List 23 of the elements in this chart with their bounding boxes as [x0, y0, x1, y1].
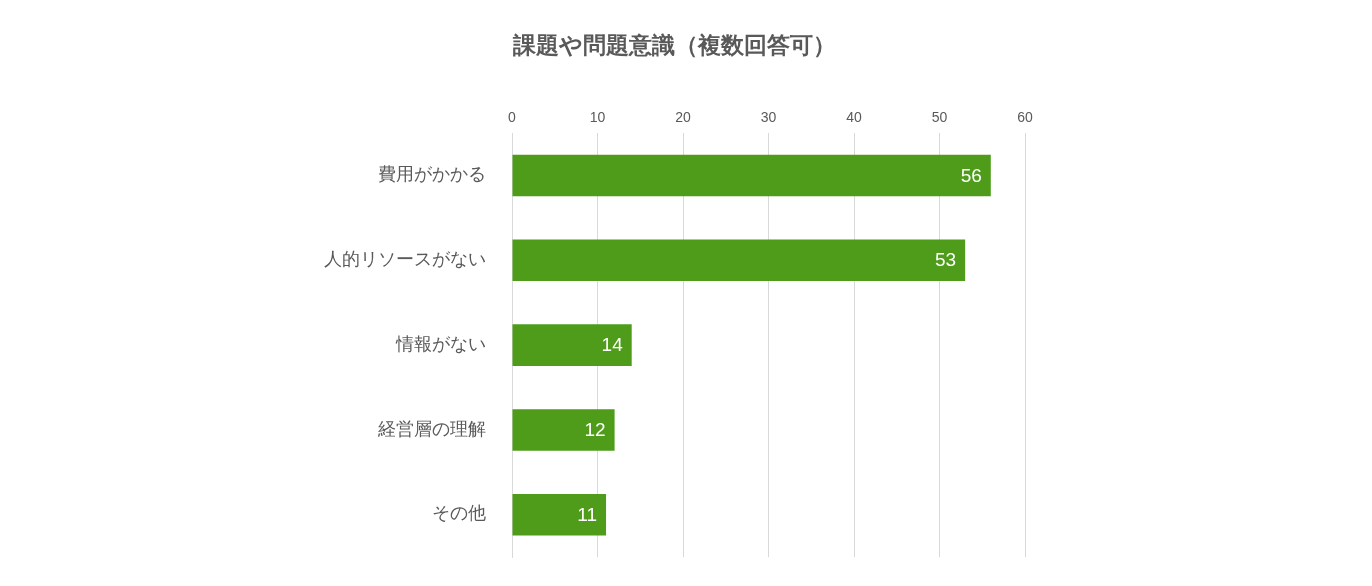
x-tick-label: 10: [589, 109, 606, 126]
bar: [512, 409, 615, 451]
y-tick-label: 人的リソースがない: [324, 247, 486, 269]
bar: [512, 239, 966, 282]
x-tick-label: 0: [508, 109, 517, 126]
x-tick-label: 20: [675, 109, 691, 126]
chart-title: 課題や問題意識（複数回答可）: [512, 32, 836, 58]
data-label: 14: [601, 334, 624, 356]
y-tick-label: 情報がない: [395, 332, 486, 354]
bar: [512, 154, 991, 197]
data-label: 56: [960, 164, 982, 186]
bar: [512, 324, 632, 366]
bar: [512, 493, 607, 536]
data-label: 53: [935, 249, 957, 271]
y-tick-label: 経営層の理解: [377, 417, 486, 439]
data-label: 12: [584, 419, 606, 441]
x-tick-label: 60: [1017, 109, 1033, 126]
data-label: 11: [577, 504, 598, 526]
y-tick-label: 費用がかかる: [378, 163, 486, 185]
x-tick-label: 30: [760, 109, 777, 126]
y-tick-label: その他: [432, 502, 486, 524]
x-tick-label: 50: [931, 109, 948, 126]
x-tick-label: 40: [846, 109, 862, 126]
